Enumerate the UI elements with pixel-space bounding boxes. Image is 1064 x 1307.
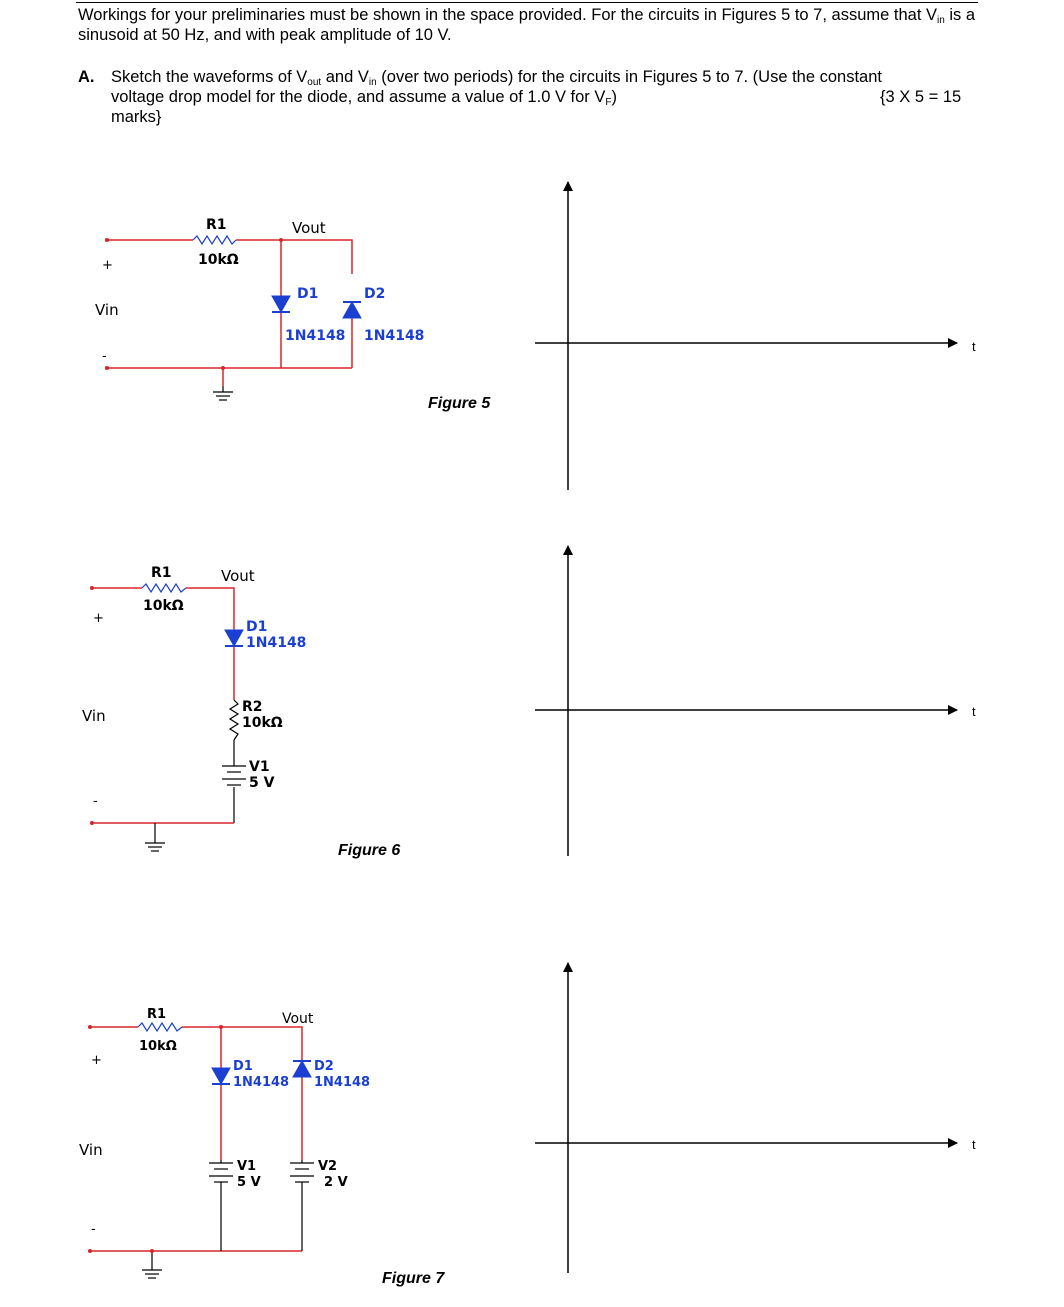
top-rule <box>76 2 978 3</box>
figure-7-d1-name: D1 <box>233 1059 253 1074</box>
figure-6-t-label: t <box>972 704 976 719</box>
figure-7-v2-value: 2 V <box>324 1175 348 1190</box>
figure-5-vout-label: Vout <box>292 219 326 237</box>
figure-5-t-label: t <box>972 339 976 354</box>
figure-7-r1-value: 10kΩ <box>139 1039 177 1054</box>
figure-5-d2-diode <box>342 300 362 319</box>
figure-7-v2-name: V2 <box>318 1159 337 1174</box>
figure-5-input-terminal-bottom <box>105 366 109 370</box>
figure-5-wires <box>107 239 353 386</box>
figure-6-v1-name: V1 <box>249 759 270 775</box>
figure-5-ground-node <box>221 366 225 370</box>
figure-5-vin-label: Vin <box>95 301 119 319</box>
figure-6-input-terminal-top <box>90 586 94 590</box>
marks-text: {3 X 5 = 15 <box>880 88 962 106</box>
figure-5-minus-sign: - <box>102 349 107 364</box>
figure-7-t-label: t <box>972 1137 976 1152</box>
question-label: A. <box>78 68 95 86</box>
figure-6-ground-symbol <box>145 842 165 852</box>
figure-5-ground-symbol <box>213 386 233 401</box>
instructions-text: Workings for your preliminaries must be … <box>78 6 976 44</box>
figure-6-v1-value: 5 V <box>249 775 275 791</box>
figure-7-r1-name: R1 <box>147 1007 166 1022</box>
figure-5-d1-part: 1N4148 <box>285 328 345 344</box>
figure-5-plus-sign: + <box>102 258 113 273</box>
figure-6-v1-battery <box>222 765 246 786</box>
figure-7-caption: Figure 7 <box>382 1270 445 1287</box>
figure-7-minus-sign: - <box>91 1222 96 1237</box>
figure-7-ground-node <box>150 1249 154 1253</box>
figure-7-axes <box>535 962 958 1273</box>
figure-6-d1-diode <box>224 629 244 648</box>
figure-7-r1-resistor <box>137 1021 183 1033</box>
figure-6-r2-resistor <box>228 699 240 741</box>
figure-6-r1-resistor <box>141 582 187 594</box>
figure-6-r1-name: R1 <box>151 565 172 581</box>
figure-5-r1-name: R1 <box>206 217 227 233</box>
figure-5-input-terminal-top <box>105 238 109 242</box>
figure-6-d1-name: D1 <box>246 619 267 635</box>
figure-5-d2-name: D2 <box>364 286 385 302</box>
figure-6-circuit: + Vin - R1 10kΩ Vout D1 1N4148 R2 10kΩ V… <box>82 565 400 859</box>
figure-5-circuit: + Vin - R1 10kΩ Vout D1 1N4148 D2 1N4148… <box>95 217 491 412</box>
figure-7-circuit: + Vin - R1 10kΩ Vout D1 1N4148 D2 1N4148… <box>79 1007 445 1287</box>
figure-7-input-terminal-bottom <box>88 1249 92 1253</box>
figure-6-minus-sign: - <box>93 794 98 809</box>
figure-6-vout-label: Vout <box>221 567 255 585</box>
figure-6-r2-name: R2 <box>242 699 263 715</box>
figure-7-v1-name: V1 <box>237 1159 256 1174</box>
figure-5-d2-part: 1N4148 <box>364 328 424 344</box>
figure-6-d1-part: 1N4148 <box>246 635 306 651</box>
figure-6-vin-label: Vin <box>82 707 106 725</box>
figure-5-r1-value: 10kΩ <box>198 252 239 268</box>
figure-7-v1-battery <box>209 1160 233 1186</box>
figure-6-axes <box>535 545 958 856</box>
figure-7-d1-part: 1N4148 <box>233 1075 289 1090</box>
figure-7-v1-value: 5 V <box>237 1175 261 1190</box>
figure-5-d1-name: D1 <box>297 286 318 302</box>
figure-6-r2-value: 10kΩ <box>242 715 283 731</box>
figure-7-plus-sign: + <box>91 1053 102 1068</box>
figure-7-ground-symbol <box>142 1269 162 1279</box>
figure-5-d1-diode <box>271 295 291 314</box>
figure-6-plus-sign: + <box>93 611 104 626</box>
figure-5-vout-node <box>279 238 283 242</box>
figure-7-d1-diode <box>211 1067 231 1086</box>
figure-6-r1-value: 10kΩ <box>143 598 184 614</box>
figure-7-d2-name: D2 <box>314 1059 334 1074</box>
figure-5-axes <box>535 181 958 490</box>
figure-7-vin-label: Vin <box>79 1141 103 1159</box>
figure-6-input-terminal-bottom <box>90 821 94 825</box>
figure-6-wires <box>92 587 235 700</box>
figure-7-v2-battery <box>290 1160 314 1186</box>
figure-7-wires <box>90 1026 303 1252</box>
figure-7-input-terminal-top <box>88 1025 92 1029</box>
question-text: Sketch the waveforms of Vout and Vin (ov… <box>111 68 962 126</box>
figure-5-caption: Figure 5 <box>428 395 491 412</box>
figure-5-r1-resistor <box>192 234 237 246</box>
figure-7-d2-part: 1N4148 <box>314 1075 370 1090</box>
figure-7-vout-node <box>219 1025 223 1029</box>
figure-6-caption: Figure 6 <box>338 842 400 859</box>
figure-7-d2-diode <box>292 1059 312 1078</box>
figure-7-vout-label: Vout <box>282 1011 314 1027</box>
